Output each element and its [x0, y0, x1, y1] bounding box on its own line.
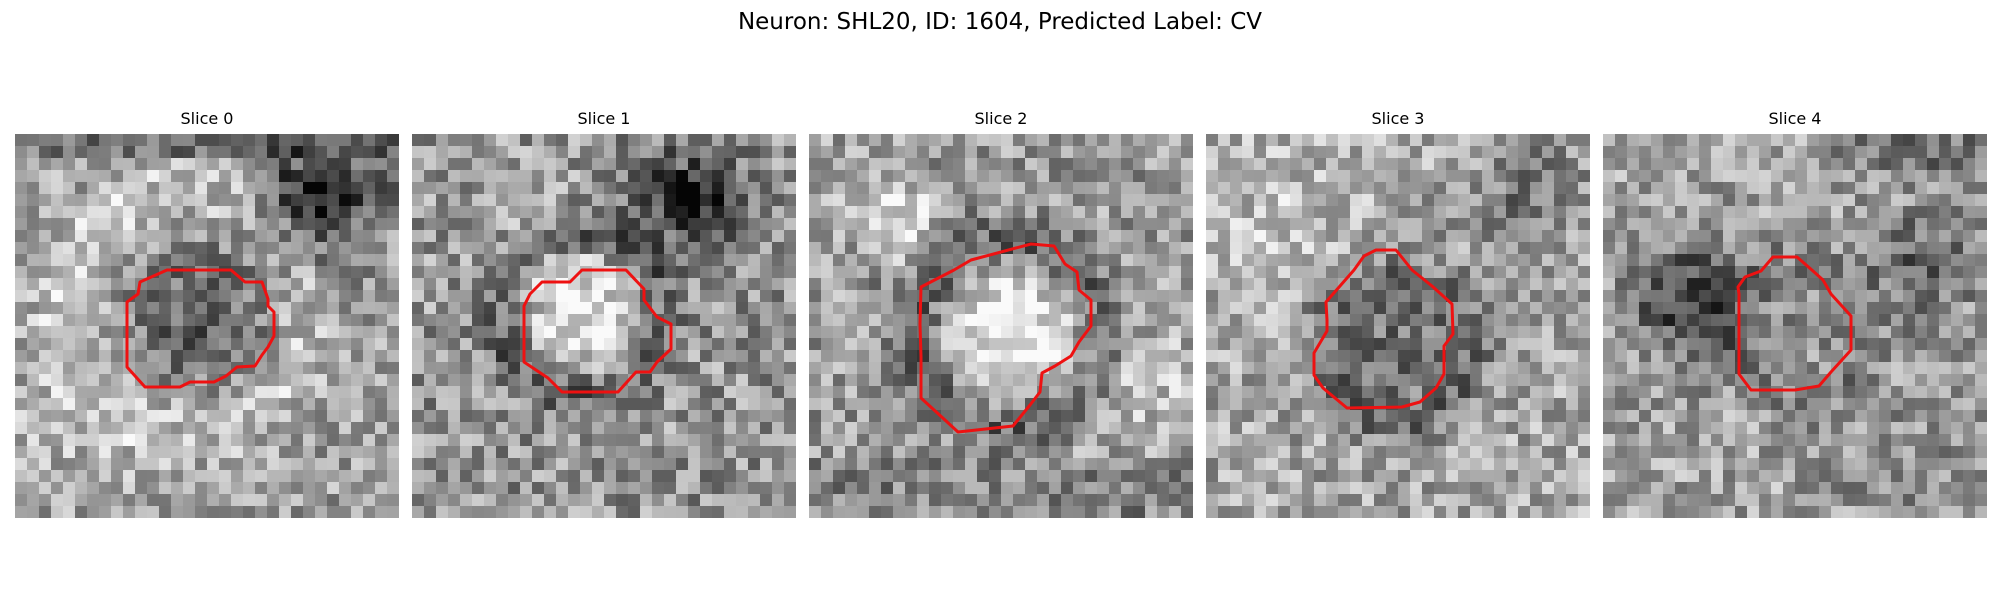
slice-title: Slice 3 — [1371, 109, 1425, 128]
figure-title: Neuron: SHL20, ID: 1604, Predicted Label… — [737, 9, 1263, 35]
slice-panel-2: Slice 2 — [809, 108, 1193, 520]
pixel-grid — [1603, 134, 1987, 518]
slice-panel-4: Slice 4 — [1603, 108, 1987, 520]
slice-panel-0: Slice 0 — [15, 108, 399, 520]
segmentation-contour — [522, 268, 673, 394]
pixel-grid — [15, 134, 399, 518]
slice-title: Slice 1 — [577, 109, 631, 128]
slice-title: Slice 0 — [180, 109, 234, 128]
segmentation-contour — [1736, 255, 1853, 392]
slice-image — [809, 134, 1193, 518]
pixel-grid — [412, 134, 796, 518]
slice-title: Slice 2 — [974, 109, 1028, 128]
slice-title: Slice 4 — [1768, 109, 1822, 128]
segmentation-contour — [918, 242, 1093, 434]
slice-panel-1: Slice 1 — [412, 108, 796, 520]
segmentation-contour — [1312, 248, 1455, 410]
slice-image — [412, 134, 796, 518]
pixel-grid — [1206, 134, 1590, 518]
slice-panel-3: Slice 3 — [1206, 108, 1590, 520]
slice-image — [1206, 134, 1590, 518]
pixel-grid — [809, 134, 1193, 518]
slice-image — [15, 134, 399, 518]
slice-image — [1603, 134, 1987, 518]
segmentation-contour — [125, 268, 276, 389]
